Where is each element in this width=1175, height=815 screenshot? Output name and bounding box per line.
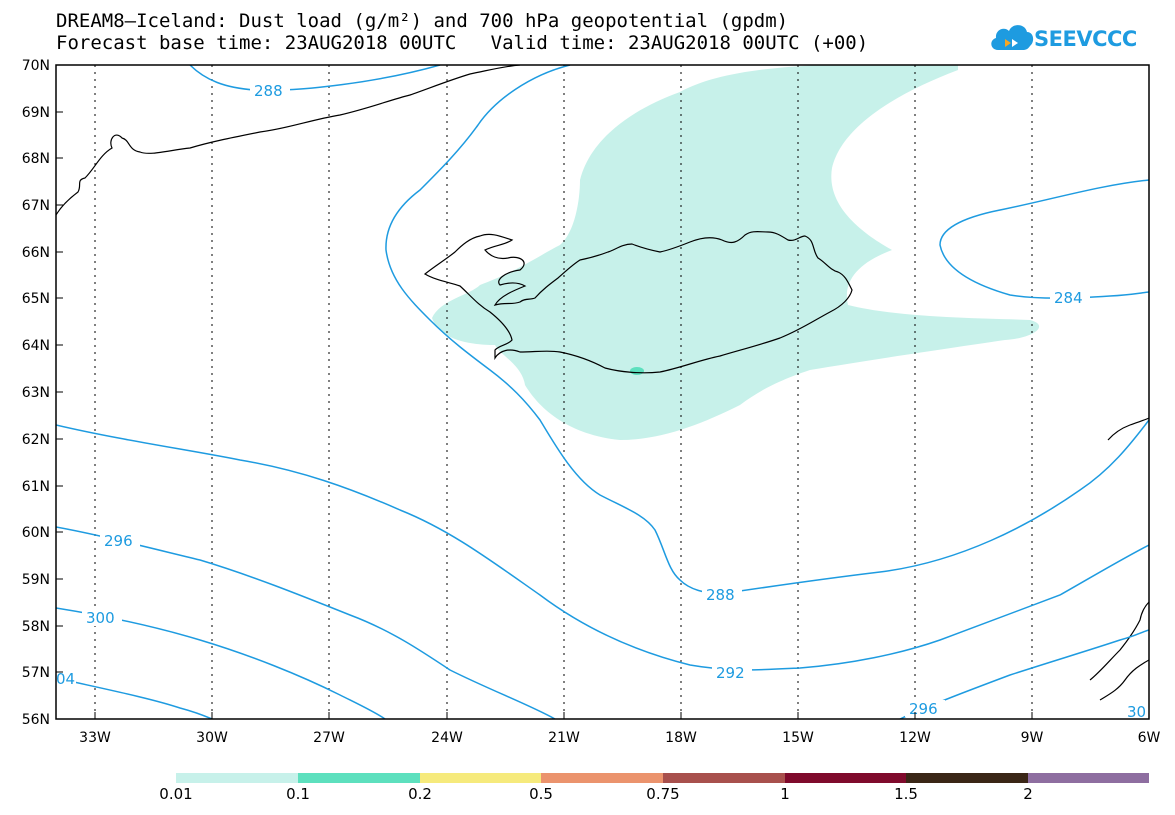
colorbar-swatch bbox=[541, 773, 663, 783]
lon-label: 21W bbox=[548, 730, 580, 746]
contour-label-300-partial: 30 bbox=[1127, 703, 1146, 721]
colorbar-label: 1.5 bbox=[894, 785, 918, 803]
map-subtitle: Forecast base time: 23AUG2018 00UTC Vali… bbox=[56, 32, 869, 54]
lon-label: 9W bbox=[1021, 730, 1044, 746]
lat-label: 68N bbox=[22, 151, 50, 167]
lat-label: 63N bbox=[22, 385, 50, 401]
contour-label-288-bottom: 288 bbox=[706, 586, 735, 604]
contour-label-296-left: 296 bbox=[104, 532, 133, 550]
colorbar-label: 1 bbox=[780, 785, 790, 803]
colorbar-swatch bbox=[298, 773, 420, 783]
colorbar-label: 0.01 bbox=[159, 785, 193, 803]
cloud-icon bbox=[991, 25, 1034, 50]
contour-label-300: 300 bbox=[86, 609, 115, 627]
colorbar-swatch bbox=[420, 773, 541, 783]
geopotential-contours bbox=[56, 65, 1149, 719]
contour-label-304-partial: 04 bbox=[56, 670, 75, 688]
colorbar-label: 0.1 bbox=[286, 785, 310, 803]
lat-label: 61N bbox=[22, 479, 50, 495]
latitude-labels: 70N 69N 68N 67N 66N 65N 64N 63N 62N 61N … bbox=[22, 58, 50, 728]
colorbar-label: 0.5 bbox=[529, 785, 553, 803]
lon-label: 15W bbox=[782, 730, 814, 746]
colorbar-label: 0.75 bbox=[646, 785, 680, 803]
colorbar bbox=[176, 773, 1149, 783]
lat-label: 66N bbox=[22, 245, 50, 261]
lat-label: 56N bbox=[22, 712, 50, 728]
lon-label: 6W bbox=[1138, 730, 1161, 746]
contour-label-296-right: 296 bbox=[909, 700, 938, 718]
lat-label: 69N bbox=[22, 105, 50, 121]
lat-label: 57N bbox=[22, 665, 50, 681]
lon-label: 33W bbox=[79, 730, 111, 746]
lon-label: 24W bbox=[431, 730, 463, 746]
lon-label: 18W bbox=[665, 730, 697, 746]
contour-label-284: 284 bbox=[1054, 289, 1083, 307]
lon-label: 30W bbox=[196, 730, 228, 746]
coastlines bbox=[56, 65, 1149, 701]
lon-label: 27W bbox=[313, 730, 345, 746]
map-title: DREAM8–Iceland: Dust load (g/m²) and 700… bbox=[56, 10, 789, 32]
lat-label: 59N bbox=[22, 572, 50, 588]
lat-label: 58N bbox=[22, 619, 50, 635]
lat-label: 64N bbox=[22, 338, 50, 354]
colorbar-swatch bbox=[663, 773, 785, 783]
dust-load-fill bbox=[432, 65, 1040, 440]
lat-label: 65N bbox=[22, 291, 50, 307]
lat-label: 62N bbox=[22, 432, 50, 448]
contour-label-292: 292 bbox=[716, 664, 745, 682]
lon-label: 12W bbox=[899, 730, 931, 746]
lat-label: 67N bbox=[22, 198, 50, 214]
tick-marks bbox=[56, 64, 1033, 719]
longitude-labels: 33W 30W 27W 24W 21W 18W 15W 12W 9W 6W bbox=[79, 730, 1160, 746]
colorbar-swatch bbox=[1028, 773, 1149, 783]
colorbar-swatch bbox=[785, 773, 906, 783]
colorbar-label: 2 bbox=[1023, 785, 1033, 803]
colorbar-label: 0.2 bbox=[408, 785, 432, 803]
colorbar-swatch bbox=[176, 773, 298, 783]
seevccc-logo: SEEVCCC bbox=[988, 20, 1138, 60]
lat-label: 60N bbox=[22, 525, 50, 541]
contour-label-288-top: 288 bbox=[254, 82, 283, 100]
colorbar-swatch bbox=[906, 773, 1028, 783]
contour-labels: 288 284 296 300 04 288 292 296 30 bbox=[56, 82, 1149, 721]
lat-label: 70N bbox=[22, 58, 50, 74]
